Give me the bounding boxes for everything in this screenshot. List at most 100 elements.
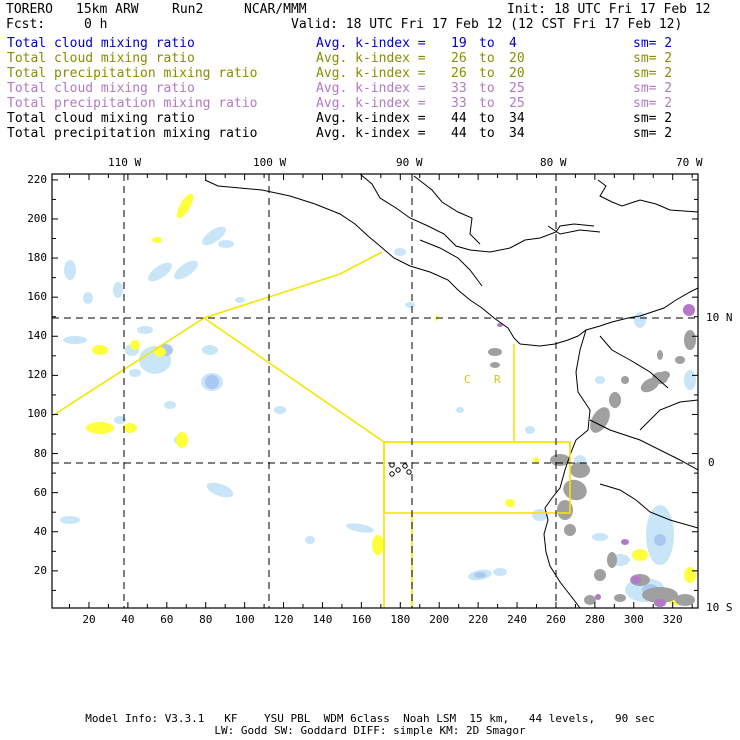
country-border <box>639 399 698 431</box>
org-label: NCAR/MMM <box>244 2 307 17</box>
legend-avg-label: Avg. k-index = <box>316 126 426 141</box>
y-tick-label: 40 <box>33 524 48 538</box>
cloud-patch <box>532 509 548 521</box>
high-cloud-patch <box>488 348 502 356</box>
longitude-label: 90 W <box>396 156 423 169</box>
domain-boundary <box>52 251 383 417</box>
domain-boundary <box>384 344 515 443</box>
inner-domain-box <box>383 441 571 514</box>
legend-k-index-end: 4 <box>509 36 517 51</box>
high-cloud-patch <box>490 362 500 368</box>
longitude-label: 70 W <box>676 156 703 169</box>
coast-caribbean-islands <box>597 179 698 213</box>
legend-smoothing: sm= 2 <box>633 96 673 111</box>
legend-to: to <box>479 96 495 111</box>
legend-k-index-end: 25 <box>509 81 525 96</box>
longitude-label: 110 W <box>108 156 142 169</box>
precip-patch <box>533 457 539 463</box>
galapagos-island <box>389 471 395 477</box>
cloud-patch <box>137 326 153 334</box>
cloud-patch <box>346 523 374 533</box>
high-cloud-patch <box>660 371 670 379</box>
y-tick-label: 60 <box>33 485 48 499</box>
legend-field-name: Total cloud mixing ratio <box>7 51 195 66</box>
cloud-patch <box>114 416 126 424</box>
cloud-patch <box>405 302 415 308</box>
y-tick-label: 180 <box>27 251 48 265</box>
cloud-patch <box>64 260 76 280</box>
country-border <box>589 419 698 471</box>
high-cloud-patch <box>642 587 678 603</box>
cloud-patch <box>129 369 141 377</box>
high-precip-patch <box>595 594 601 600</box>
coastlines <box>204 174 698 608</box>
x-tick-label: 220 <box>468 613 489 626</box>
cloud-patch <box>493 568 507 576</box>
legend-to: to <box>479 66 495 81</box>
legend-smoothing: sm= 2 <box>633 51 673 66</box>
legend-k-index-start: 44 <box>451 111 467 126</box>
high-precip-patch <box>631 576 641 584</box>
cloud-patch <box>202 345 218 355</box>
cloud-core <box>654 534 666 546</box>
cloud-patch <box>274 406 286 414</box>
cloud-patch <box>148 262 172 282</box>
legend-k-index-end: 34 <box>509 111 525 126</box>
cloud-patch <box>456 407 464 413</box>
forecast-hour: 0 h <box>84 17 108 32</box>
cloud-patch <box>174 260 198 280</box>
y-tick-label: 200 <box>27 211 48 225</box>
cloud-patch <box>60 516 80 524</box>
high-cloud-patch <box>614 594 626 602</box>
cloud-core <box>474 572 486 578</box>
high-cloud-patch <box>684 330 696 350</box>
legend-to: to <box>479 36 495 51</box>
precip-patch <box>176 193 194 219</box>
map-frame <box>51 173 699 609</box>
high-cloud-patch <box>675 356 685 364</box>
x-tick-label: 200 <box>429 613 450 626</box>
galapagos-island <box>406 469 412 475</box>
cloud-patch <box>394 248 406 256</box>
precip-patch <box>152 237 162 243</box>
x-tick-label: 120 <box>273 613 294 626</box>
cloud-patch <box>206 482 234 498</box>
high-cloud-patch <box>675 594 695 606</box>
x-tick-label: 160 <box>351 613 372 626</box>
y-tick-label: 160 <box>27 290 48 304</box>
cloud-patch <box>595 376 605 384</box>
legend-smoothing: sm= 2 <box>633 111 673 126</box>
precip-patch <box>130 340 140 350</box>
axis-ticks <box>52 174 698 608</box>
coast-south-america-pacific <box>543 329 591 608</box>
legend-smoothing: sm= 2 <box>633 66 673 81</box>
valid-time: Valid: 18 UTC Fri 17 Feb 12 (12 CST Fri … <box>291 17 683 32</box>
x-tick-label: 60 <box>160 613 174 626</box>
high-precip-patch <box>497 323 503 327</box>
cloud-core <box>205 375 219 389</box>
country-border <box>419 239 483 287</box>
model-name: TORERO <box>6 2 53 17</box>
legend-field-name: Total precipitation mixing ratio <box>7 66 258 81</box>
forecast-label: Fcst: <box>6 17 46 32</box>
legend-k-index-end: 25 <box>509 96 525 111</box>
x-tick-label: 100 <box>234 613 255 626</box>
high-cloud-patch <box>564 524 576 536</box>
coast-panama-colombia <box>519 287 698 347</box>
legend-to: to <box>479 81 495 96</box>
high-cloud-patch <box>584 595 596 605</box>
cloud-patch <box>684 370 696 390</box>
high-cloud-patch <box>550 454 570 466</box>
legend-smoothing: sm= 2 <box>633 126 673 141</box>
model-resolution: 15km ARW <box>76 2 139 17</box>
x-tick-label: 20 <box>82 613 96 626</box>
legend-smoothing: sm= 2 <box>633 81 673 96</box>
high-cloud-patch <box>621 376 629 384</box>
coast-caribbean-islands <box>547 225 601 235</box>
legend-field-name: Total cloud mixing ratio <box>7 81 195 96</box>
legend-k-index-start: 33 <box>451 81 467 96</box>
cloud-patch <box>202 226 226 246</box>
high-cloud-patch <box>607 552 617 568</box>
x-tick-label: 280 <box>584 613 605 626</box>
coast-yucatan <box>413 175 481 245</box>
